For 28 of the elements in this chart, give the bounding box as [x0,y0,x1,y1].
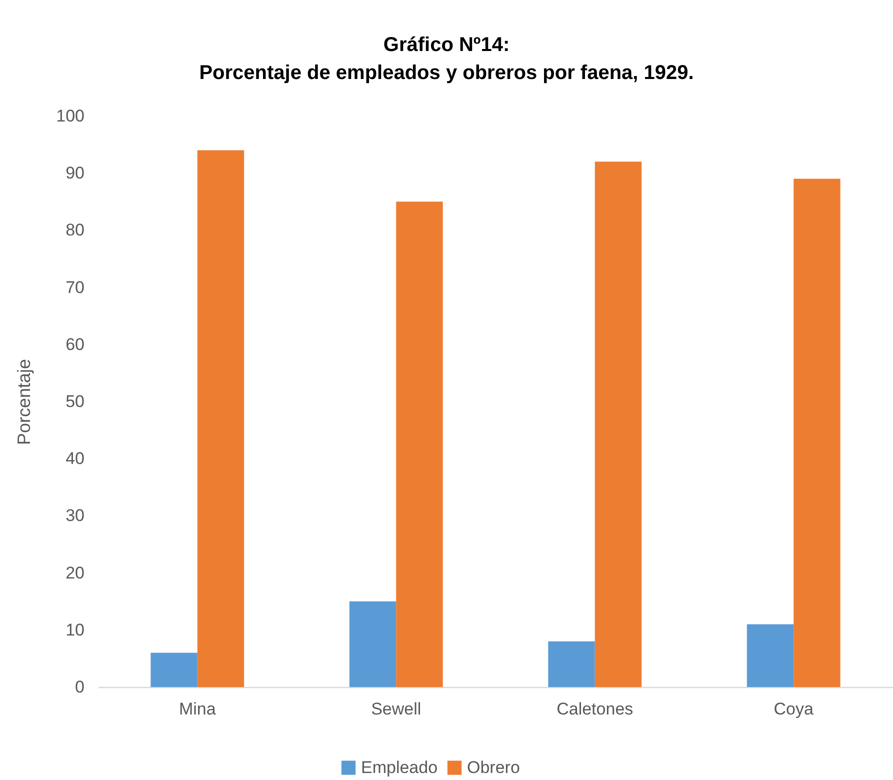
y-tick-label: 40 [66,449,84,468]
y-tick-label: 10 [66,620,84,640]
chart-subtitle: Porcentaje de empleados y obreros por faena, 1929. [199,62,694,84]
legend-label: Empleado [361,758,438,777]
y-tick-label: 100 [56,106,84,126]
y-tick-label: 60 [66,334,84,354]
y-tick-label: 90 [66,164,84,183]
y-tick-label: 80 [66,220,84,240]
bar [150,652,198,687]
y-axis-title: Porcentaje [14,358,34,446]
bar [548,641,595,687]
bar [594,162,642,687]
x-tick-label: Caletones [556,700,634,718]
y-tick-label: 50 [66,392,84,411]
y-tick-label: 20 [66,563,84,582]
legend-label: Obrero [467,758,520,777]
y-tick-label: 0 [75,678,84,696]
bar [197,150,244,687]
bar [794,178,840,687]
chart-title: Gráfico Nº14: [383,34,510,56]
bar [349,601,396,687]
bar [396,202,443,687]
y-tick-label: 70 [66,278,84,297]
bar [746,624,794,687]
x-tick-label: Mina [178,700,216,718]
y-tick-label: 30 [66,506,84,526]
x-tick-label: Coya [774,700,814,718]
x-tick-label: Sewell [371,700,422,718]
